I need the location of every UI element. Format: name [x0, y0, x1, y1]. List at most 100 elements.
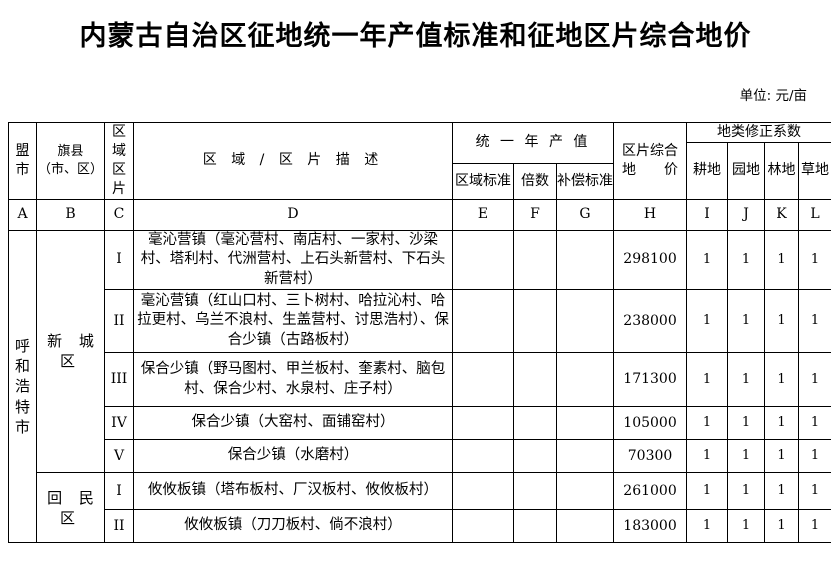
coef-garden-cell: 1	[727, 229, 766, 291]
code-j: J	[727, 198, 766, 231]
coef-forest-cell: 1	[764, 352, 800, 408]
coef-cultivated-cell: 1	[686, 289, 729, 354]
code-i: I	[686, 198, 729, 231]
zone-code-cell: I	[104, 229, 134, 291]
coef-forest-cell: 1	[764, 472, 800, 511]
header-zone-line2: 域	[112, 142, 126, 159]
column-code-row: A B C D E F G H I J K L	[8, 198, 831, 231]
coef-grass-cell: 1	[798, 352, 831, 408]
coef-cultivated-cell: 1	[686, 509, 729, 544]
header-comprehensive-price-line2: 地 价	[622, 161, 679, 178]
zone-code-cell: II	[104, 289, 134, 354]
coef-grass-cell: 1	[798, 229, 831, 291]
header-row-middle: 耕地 园地 林地 草地	[9, 141, 831, 200]
header-zone: 区 域 区 片	[104, 122, 134, 200]
coef-garden-cell: 1	[727, 439, 766, 474]
coef-garden-cell: 1	[727, 509, 766, 544]
coef-forest-cell: 1	[764, 289, 800, 354]
compensation-standard-cell	[555, 289, 615, 354]
header-row-top: 盟 市 旗县 （市、区） 区 域 区 片 区 域 / 区 片 描 述 统 一 年…	[8, 122, 831, 200]
code-k: K	[764, 198, 800, 231]
table-body: 呼和浩特市新 城 区 I 毫沁营镇（毫沁营村、南店村、一家村、沙梁村、塔利村、代洲营…	[8, 229, 831, 544]
coef-garden-cell: 1	[727, 406, 766, 441]
page-title: 内蒙古自治区征地统一年产值标准和征地区片综合地价	[79, 21, 752, 52]
multiple-cell	[513, 439, 557, 474]
area-standard-cell	[452, 439, 514, 474]
header-garden-land: 园地	[727, 141, 766, 200]
coef-grass-cell: 1	[798, 439, 831, 474]
header-city-line2: 市	[15, 161, 30, 178]
zone-description-cell: 毫沁营镇（毫沁营村、南店村、一家村、沙梁村、塔利村、代洲营村、上石头新营村、下石…	[133, 229, 453, 291]
multiple-cell	[513, 352, 557, 408]
multiple-cell	[513, 289, 557, 354]
coef-grass-cell: 1	[798, 472, 831, 511]
coef-grass-cell: 1	[798, 406, 831, 441]
header-cultivated-land: 耕地	[686, 141, 729, 200]
city-name-char: 特	[14, 397, 30, 416]
header-zone-line4: 片	[112, 180, 126, 197]
county-cell: 新 城 区	[36, 229, 105, 474]
comprehensive-price-cell: 238000	[613, 289, 688, 354]
zone-description-cell: 毫沁营镇（红山口村、三卜树村、哈拉沁村、哈拉更村、乌兰不浪村、生盖营村、讨思浩村…	[133, 289, 453, 354]
code-h: H	[613, 198, 688, 231]
table-row: IV 保合少镇（大窑村、面铺窑村） 105000 1 1 1 1	[9, 406, 831, 441]
header-zone-line1: 区	[112, 124, 126, 140]
coef-forest-cell: 1	[764, 439, 800, 474]
header-description: 区 域 / 区 片 描 述	[133, 122, 453, 200]
code-f: F	[513, 198, 557, 231]
table-row: III 保合少镇（野马图村、甲兰板村、奎素村、脑包村、保合少村、水泉村、庄子村） 1…	[9, 352, 831, 408]
table-row: II 毫沁营镇（红山口村、三卜树村、哈拉沁村、哈拉更村、乌兰不浪村、生盖营村、讨思…	[9, 289, 831, 354]
code-b: B	[36, 198, 105, 231]
compensation-standard-cell	[555, 229, 615, 291]
zone-code-cell: V	[104, 439, 134, 474]
city-name-char: 浩	[14, 377, 30, 396]
area-standard-cell	[452, 229, 514, 291]
zone-description-cell: 攸攸板镇（刀刀板村、倘不浪村）	[133, 509, 453, 544]
coef-forest-cell: 1	[764, 229, 800, 291]
coef-grass-cell: 1	[798, 509, 831, 544]
table-row: V 保合少镇（水磨村） 70300 1 1 1 1	[9, 439, 831, 474]
coef-cultivated-cell: 1	[686, 352, 729, 408]
coef-grass-cell: 1	[798, 289, 831, 354]
comprehensive-price-cell: 171300	[613, 352, 688, 408]
zone-description-cell: 攸攸板镇（塔布板村、厂汉板村、攸攸板村）	[133, 472, 453, 511]
coef-forest-cell: 1	[764, 509, 800, 544]
coef-cultivated-cell: 1	[686, 406, 729, 441]
header-multiple: 倍数	[513, 162, 557, 200]
area-standard-cell	[452, 352, 514, 408]
area-standard-cell	[452, 406, 514, 441]
coef-cultivated-cell: 1	[686, 472, 729, 511]
coef-cultivated-cell: 1	[686, 229, 729, 291]
coef-garden-cell: 1	[727, 289, 766, 354]
area-standard-cell	[452, 509, 514, 544]
table-row: II 攸攸板镇（刀刀板村、倘不浪村） 183000 1 1 1 1	[9, 509, 831, 544]
header-city-line1: 盟	[15, 142, 30, 159]
unit-note: 单位: 元/亩	[739, 88, 807, 104]
area-standard-cell	[452, 472, 514, 511]
header-row-bottom: 区域标准 倍数 补偿标准	[9, 162, 831, 200]
coef-garden-cell: 1	[727, 352, 766, 408]
code-l: L	[798, 198, 831, 231]
header-zone-line3: 区	[112, 161, 126, 178]
compensation-standard-cell	[555, 472, 615, 511]
coef-garden-cell: 1	[727, 472, 766, 511]
city-name-char: 和	[14, 357, 30, 376]
zone-code-cell: IV	[104, 406, 134, 441]
coef-cultivated-cell: 1	[686, 439, 729, 474]
comprehensive-price-cell: 70300	[613, 439, 688, 474]
code-c: C	[104, 198, 134, 231]
table-row: 回 民 区 I 攸攸板镇（塔布板村、厂汉板村、攸攸板村） 261000 1 1 1 1	[9, 472, 831, 544]
comprehensive-price-cell: 298100	[613, 229, 688, 291]
header-group-land-type-coefficient: 地类修正系数	[686, 122, 831, 143]
code-g: G	[555, 198, 615, 231]
compensation-standard-cell	[555, 406, 615, 441]
city-cell: 呼和浩特市	[8, 229, 37, 544]
header-group-annual-yield: 统 一 年 产 值	[451, 122, 615, 164]
compensation-standard-cell	[555, 439, 615, 474]
zone-description-cell: 保合少镇（野马图村、甲兰板村、奎素村、脑包村、保合少村、水泉村、庄子村）	[133, 352, 453, 408]
multiple-cell	[513, 229, 557, 291]
city-name-char: 市	[14, 417, 30, 436]
header-area-standard: 区域标准	[452, 162, 514, 200]
table-row: 呼和浩特市新 城 区 I 毫沁营镇（毫沁营村、南店村、一家村、沙梁村、塔利村、代洲营…	[8, 229, 831, 544]
header-comprehensive-price: 区片综合 地 价	[613, 122, 688, 200]
